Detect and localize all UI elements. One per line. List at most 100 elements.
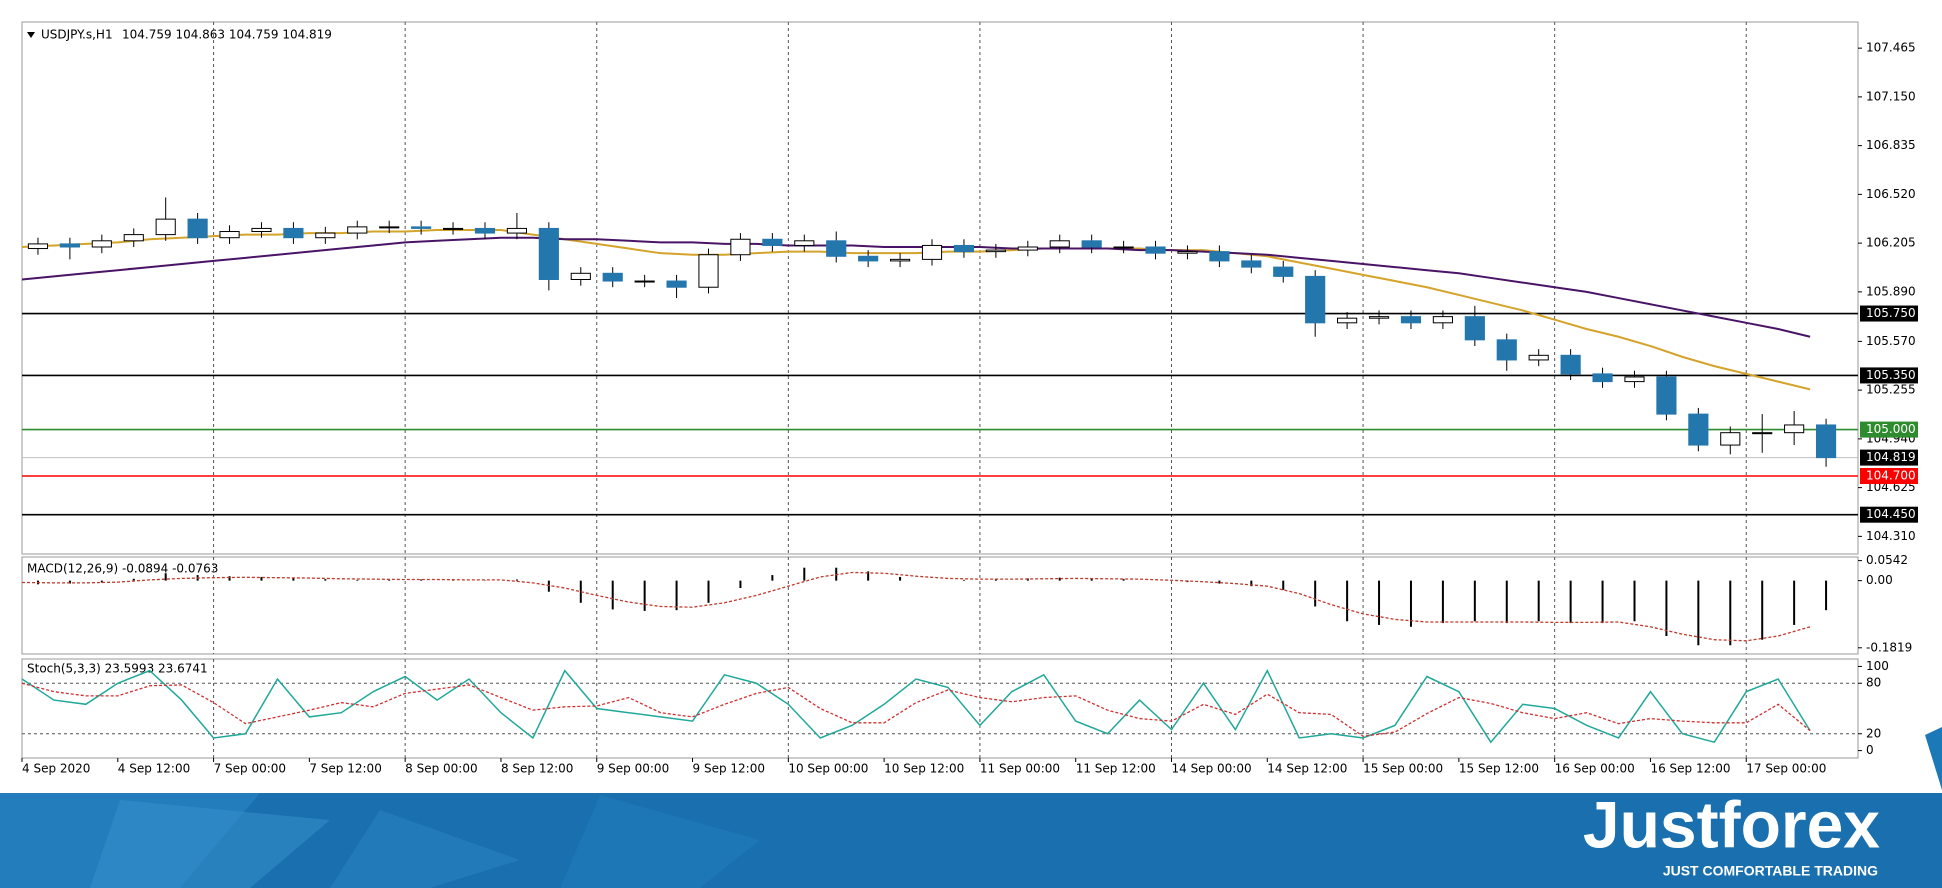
y-tick-label: 80 bbox=[1866, 676, 1881, 690]
candle-body bbox=[1624, 376, 1645, 383]
moving-average bbox=[21, 236, 1811, 338]
x-tick-label: 9 Sep 12:00 bbox=[693, 762, 765, 776]
candle-body bbox=[602, 272, 623, 282]
level-label-box bbox=[1860, 305, 1918, 322]
stoch-main bbox=[21, 668, 1811, 744]
x-tick-label: 9 Sep 00:00 bbox=[597, 762, 669, 776]
candle-body bbox=[890, 258, 911, 262]
candle-body bbox=[698, 254, 719, 288]
candle-body bbox=[219, 231, 240, 239]
level-label-box bbox=[1860, 468, 1918, 485]
candle-body bbox=[1752, 432, 1773, 435]
candle-body bbox=[1784, 424, 1805, 434]
candle-body bbox=[634, 280, 655, 283]
candle-body bbox=[1432, 316, 1453, 324]
symbol-arrow bbox=[27, 32, 35, 38]
y-tick-label: 0 bbox=[1866, 743, 1874, 757]
candle-body bbox=[730, 238, 751, 256]
x-tick-label: 7 Sep 12:00 bbox=[309, 762, 381, 776]
x-tick-label: 17 Sep 00:00 bbox=[1746, 762, 1826, 776]
candle-body bbox=[1145, 246, 1166, 254]
y-tick-label: 106.835 bbox=[1866, 138, 1916, 152]
candle-body bbox=[538, 227, 559, 280]
candle-body bbox=[283, 227, 304, 239]
macd-signal bbox=[21, 571, 1811, 642]
candle-body bbox=[1241, 260, 1262, 268]
brand-name: Justforex bbox=[1583, 787, 1880, 861]
candle-body bbox=[27, 243, 49, 250]
candle-body bbox=[1049, 240, 1070, 248]
candle-body bbox=[1560, 354, 1581, 375]
x-tick-label: 14 Sep 12:00 bbox=[1267, 762, 1347, 776]
corner-decoration bbox=[1925, 727, 1942, 790]
candle-body bbox=[570, 272, 591, 280]
x-tick-label: 7 Sep 00:00 bbox=[214, 762, 286, 776]
candle-body bbox=[1273, 266, 1294, 277]
x-tick-label: 10 Sep 00:00 bbox=[788, 762, 868, 776]
candle-body bbox=[1464, 316, 1485, 341]
candle-body bbox=[1209, 251, 1230, 262]
footer-shape bbox=[0, 793, 260, 888]
y-tick-label: 0.00 bbox=[1866, 573, 1893, 587]
candle-body bbox=[1113, 246, 1134, 249]
candle-body bbox=[1177, 251, 1198, 254]
level-label-box bbox=[1860, 506, 1918, 523]
main-panel-frame bbox=[21, 21, 1859, 555]
footer-shape bbox=[90, 800, 330, 888]
candle-body bbox=[187, 218, 208, 239]
x-tick-label: 8 Sep 00:00 bbox=[405, 762, 477, 776]
candle-body bbox=[474, 227, 496, 234]
candle-body bbox=[826, 240, 847, 257]
candle-body bbox=[1017, 246, 1038, 251]
candle-body bbox=[1496, 339, 1517, 361]
macd-title: MACD(12,26,9) -0.0894 -0.0763 bbox=[27, 562, 218, 576]
y-tick-label: 20 bbox=[1866, 726, 1881, 740]
candle-body bbox=[91, 240, 112, 248]
candle-body bbox=[1720, 432, 1741, 446]
level-label: 104.700 bbox=[1866, 469, 1916, 483]
candle-body bbox=[155, 218, 176, 236]
level-label: 104.450 bbox=[1866, 507, 1916, 521]
candle-body bbox=[1656, 376, 1677, 415]
candle-body bbox=[442, 227, 464, 230]
candle-body bbox=[858, 255, 879, 262]
last-price-box bbox=[1860, 449, 1918, 466]
stoch-title: Stoch(5,3,3) 23.5993 23.6741 bbox=[27, 662, 208, 676]
level-label: 105.000 bbox=[1866, 422, 1916, 436]
level-label-box bbox=[1860, 421, 1918, 438]
candle-body bbox=[666, 280, 687, 288]
candle-body bbox=[251, 227, 272, 233]
candle-body bbox=[506, 227, 528, 234]
candle-body bbox=[59, 243, 80, 248]
x-tick-label: 4 Sep 12:00 bbox=[118, 762, 190, 776]
x-tick-label: 14 Sep 00:00 bbox=[1171, 762, 1251, 776]
candle-body bbox=[411, 226, 432, 229]
y-tick-label: 105.570 bbox=[1866, 334, 1916, 348]
footer-shape bbox=[560, 795, 760, 888]
candle-body bbox=[347, 226, 368, 234]
ohlc-info: 104.759 104.863 104.759 104.819 bbox=[122, 28, 332, 42]
x-tick-label: 16 Sep 12:00 bbox=[1650, 762, 1730, 776]
candle-body bbox=[1815, 424, 1837, 459]
level-label-box bbox=[1860, 367, 1918, 384]
candle-body bbox=[794, 240, 815, 246]
x-tick-label: 8 Sep 12:00 bbox=[501, 762, 573, 776]
candle-body bbox=[379, 226, 400, 229]
y-tick-label: 0.0542 bbox=[1866, 553, 1908, 567]
candle-body bbox=[985, 249, 1006, 253]
candle-body bbox=[1400, 316, 1422, 324]
y-tick-label: 104.310 bbox=[1866, 529, 1916, 543]
footer-shape bbox=[330, 810, 520, 888]
brand-tagline: JUST COMFORTABLE TRADING bbox=[1663, 863, 1878, 879]
x-tick-label: 4 Sep 2020 bbox=[22, 762, 90, 776]
candle-body bbox=[1337, 317, 1358, 324]
candle-body bbox=[1528, 354, 1549, 361]
stoch-panel-frame bbox=[21, 658, 1859, 759]
candle-body bbox=[1688, 413, 1709, 446]
candle-body bbox=[123, 234, 144, 242]
x-tick-label: 10 Sep 12:00 bbox=[884, 762, 964, 776]
y-tick-label: 107.150 bbox=[1866, 89, 1916, 103]
y-tick-label: 105.890 bbox=[1866, 284, 1916, 298]
